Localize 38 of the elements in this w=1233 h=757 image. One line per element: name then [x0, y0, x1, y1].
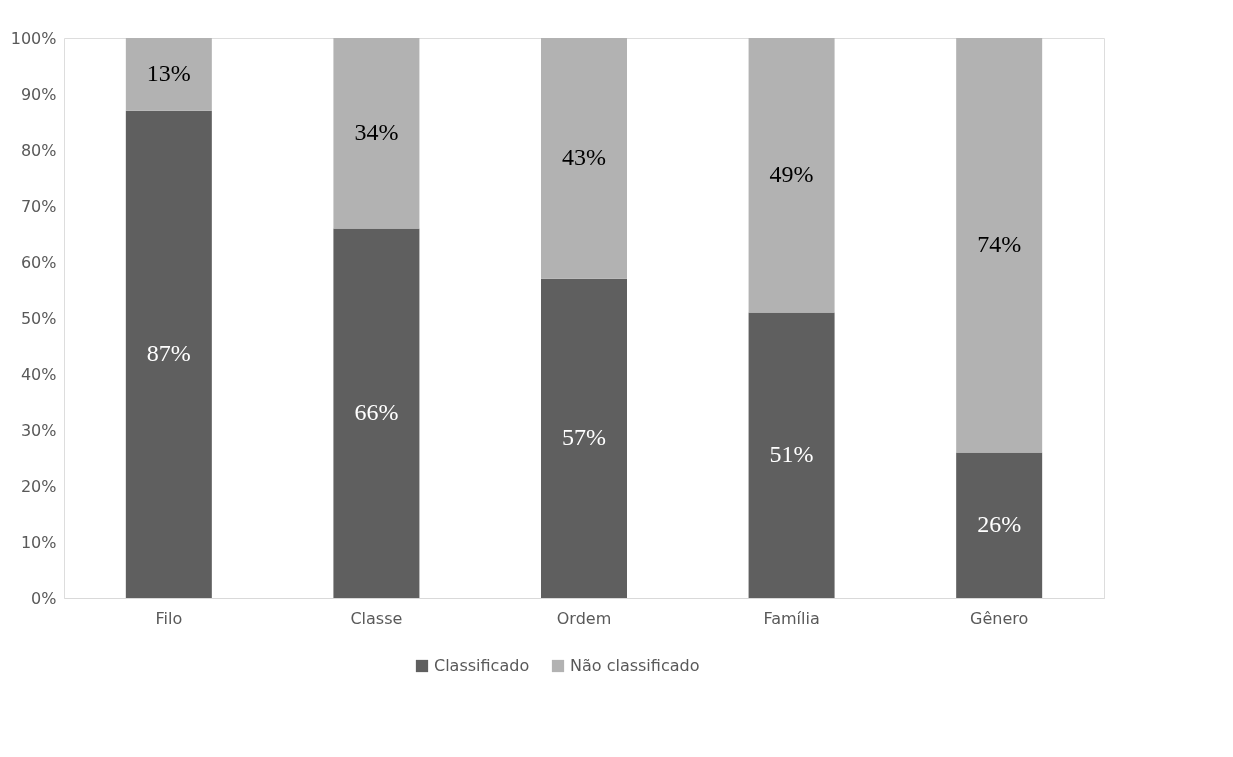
y-tick-label: 30% — [20, 420, 57, 440]
y-tick-label: 70% — [20, 196, 57, 216]
bar — [125, 110, 212, 598]
x-tick-label: Ordem — [556, 608, 612, 628]
legend-label: Não classificado — [570, 656, 700, 675]
y-tick-label: 40% — [20, 364, 57, 384]
data-label: 26% — [977, 511, 1022, 538]
data-label: 57% — [562, 424, 606, 451]
bar — [125, 38, 212, 111]
y-tick-label: 60% — [20, 252, 57, 272]
data-label: 51% — [769, 441, 814, 468]
data-label: 87% — [146, 340, 191, 367]
data-label: 43% — [562, 144, 606, 171]
y-tick-label: 20% — [20, 476, 57, 496]
legend-label: Classificado — [434, 656, 530, 675]
bar — [956, 452, 1043, 598]
x-tick-label: Classe — [350, 608, 403, 628]
y-tick-label: 80% — [20, 140, 57, 160]
bar — [333, 38, 420, 229]
y-tick-label: 90% — [20, 84, 57, 104]
data-label: 13% — [146, 60, 191, 87]
x-tick-label: Filo — [155, 608, 183, 628]
data-label: 66% — [354, 399, 399, 426]
y-tick-label: 10% — [20, 532, 57, 552]
bar — [333, 228, 420, 598]
bar — [956, 38, 1043, 453]
bar — [748, 38, 835, 313]
data-label: 49% — [769, 161, 814, 188]
y-tick-label: 100% — [10, 28, 57, 48]
y-tick-label: 50% — [20, 308, 57, 328]
data-label: 34% — [354, 119, 399, 146]
data-label: 74% — [977, 231, 1022, 258]
x-tick-label: Família — [763, 608, 820, 628]
bar — [748, 312, 835, 598]
bar — [541, 38, 627, 279]
bar — [541, 278, 627, 598]
x-tick-label: Gênero — [970, 608, 1029, 628]
y-tick-label: 0% — [31, 588, 57, 608]
